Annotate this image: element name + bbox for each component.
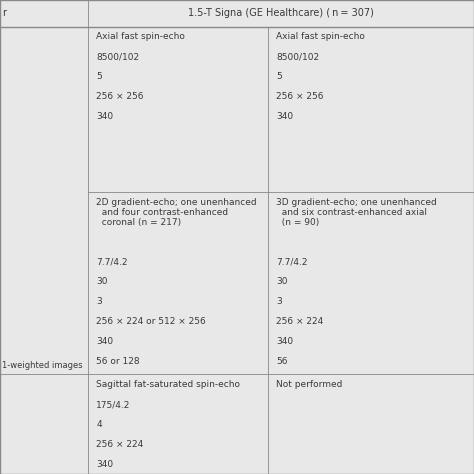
Text: 56 or 128: 56 or 128: [96, 357, 140, 366]
Text: 56: 56: [276, 357, 288, 366]
Text: 256 × 256: 256 × 256: [96, 92, 144, 101]
Text: Sagittal fat-saturated spin-echo: Sagittal fat-saturated spin-echo: [96, 380, 240, 389]
Text: 256 × 256: 256 × 256: [276, 92, 324, 101]
Text: 3: 3: [276, 297, 282, 306]
Text: 5: 5: [276, 72, 282, 81]
Text: 3D gradient-echo; one unenhanced
  and six contrast-enhanced axial
  (n = 90): 3D gradient-echo; one unenhanced and six…: [276, 198, 437, 228]
Text: 8500/102: 8500/102: [96, 52, 139, 61]
Text: 3: 3: [96, 297, 102, 306]
Text: Not performed: Not performed: [276, 380, 343, 389]
Text: 256 × 224: 256 × 224: [96, 440, 144, 449]
Text: 7.7/4.2: 7.7/4.2: [276, 257, 308, 266]
Text: 256 × 224: 256 × 224: [276, 317, 324, 326]
Text: 256 × 224 or 512 × 256: 256 × 224 or 512 × 256: [96, 317, 206, 326]
Text: 340: 340: [96, 337, 113, 346]
Text: Axial fast spin-echo: Axial fast spin-echo: [276, 32, 365, 41]
Text: 1.5-T Signa (GE Healthcare) ( n = 307): 1.5-T Signa (GE Healthcare) ( n = 307): [188, 8, 374, 18]
Text: 8500/102: 8500/102: [276, 52, 319, 61]
Text: 2D gradient-echo; one unenhanced
  and four contrast-enhanced
  coronal (n = 217: 2D gradient-echo; one unenhanced and fou…: [96, 198, 257, 228]
Text: 30: 30: [96, 277, 108, 286]
Text: r: r: [2, 8, 6, 18]
Text: 7.7/4.2: 7.7/4.2: [96, 257, 128, 266]
Text: 1-weighted images: 1-weighted images: [2, 361, 83, 370]
Text: 340: 340: [276, 337, 293, 346]
Text: 4: 4: [96, 420, 102, 429]
Text: Axial fast spin-echo: Axial fast spin-echo: [96, 32, 185, 41]
Text: 175/4.2: 175/4.2: [96, 400, 131, 409]
Text: 340: 340: [96, 112, 113, 121]
Text: 340: 340: [276, 112, 293, 121]
Text: 5: 5: [96, 72, 102, 81]
Text: 340: 340: [96, 460, 113, 469]
Text: 30: 30: [276, 277, 288, 286]
